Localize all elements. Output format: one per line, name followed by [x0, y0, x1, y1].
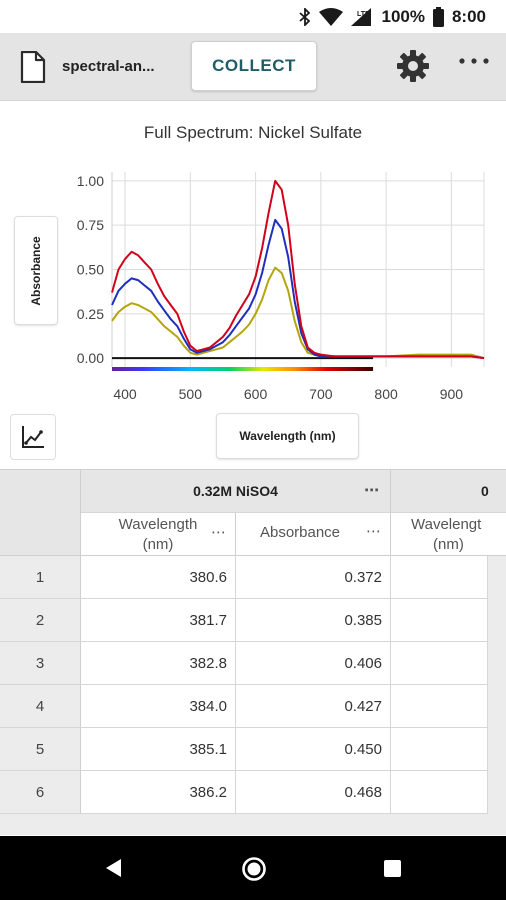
- column-header-wavelength[interactable]: Wavelength (nm) ⋯: [81, 513, 236, 556]
- data-set-menu-icon[interactable]: ⋯: [364, 482, 380, 499]
- column-label: Wavelengt: [411, 516, 482, 533]
- series-line: [111, 218, 485, 360]
- column-header-wavelength-2[interactable]: Wavelengt (nm): [391, 513, 506, 556]
- column-unit: (nm): [142, 536, 174, 553]
- y-axis-selector[interactable]: Absorbance: [14, 216, 58, 325]
- column-header-absorbance[interactable]: Absorbance ⋯: [236, 513, 391, 556]
- collect-button[interactable]: COLLECT: [191, 41, 317, 91]
- wavelength-cell[interactable]: 385.1: [81, 728, 236, 771]
- app-bar: spectral-an... COLLECT: [0, 33, 506, 101]
- bluetooth-icon: [299, 7, 311, 26]
- graph-tools-button[interactable]: [10, 414, 56, 460]
- wavelength-cell[interactable]: 381.7: [81, 599, 236, 642]
- chart-title: Full Spectrum: Nickel Sulfate: [143, 123, 363, 142]
- status-icons: LTE 100% 8:00: [299, 0, 486, 33]
- wavelength-cell-2[interactable]: [391, 642, 488, 685]
- row-number[interactable]: 2: [0, 599, 81, 642]
- wavelength-cell-2[interactable]: [391, 685, 488, 728]
- x-tick-label: 400: [113, 386, 137, 402]
- absorbance-cell[interactable]: 0.385: [236, 599, 391, 642]
- svg-text:LTE: LTE: [357, 11, 370, 18]
- clock: 8:00: [451, 6, 486, 26]
- row-number[interactable]: 3: [0, 642, 81, 685]
- data-set-header[interactable]: 0.32M NiSO4 ⋯: [81, 470, 391, 513]
- x-tick-label: 600: [244, 386, 268, 402]
- x-axis-selector[interactable]: Wavelength (nm): [216, 413, 359, 459]
- column-menu-icon[interactable]: ⋯: [211, 524, 227, 541]
- row-number[interactable]: 5: [0, 728, 81, 771]
- x-tick-label: 900: [440, 386, 464, 402]
- data-set-name: 0.32M NiSO4: [193, 483, 278, 499]
- wavelength-cell[interactable]: 380.6: [81, 556, 236, 599]
- table-corner: [0, 470, 81, 556]
- more-vert-icon[interactable]: [458, 57, 490, 65]
- absorbance-cell[interactable]: 0.406: [236, 642, 391, 685]
- recent-apps-icon[interactable]: [384, 860, 401, 877]
- x-tick-label: 700: [309, 386, 333, 402]
- wavelength-cell-2[interactable]: [391, 556, 488, 599]
- y-tick-label: 0.25: [77, 306, 104, 322]
- wifi-icon: [319, 7, 344, 26]
- x-tick-label: 500: [179, 386, 203, 402]
- spectrum-chart[interactable]: 400 500 600 700 800 900 0.00 0.25 0.50 0.75 1.00: [0, 101, 506, 468]
- y-tick-label: 0.50: [77, 262, 104, 278]
- absorbance-cell[interactable]: 0.468: [236, 771, 391, 814]
- absorbance-cell[interactable]: 0.427: [236, 685, 391, 728]
- column-label: Absorbance: [259, 524, 341, 541]
- column-menu-icon[interactable]: ⋯: [366, 523, 382, 540]
- x-tick-label: 800: [374, 386, 398, 402]
- visible-spectrum-bar: [112, 367, 374, 371]
- wavelength-cell[interactable]: 382.8: [81, 642, 236, 685]
- series-line: [111, 179, 485, 360]
- data-set-name-2: 0: [481, 483, 489, 499]
- y-tick-label: 1.00: [77, 173, 104, 189]
- navigation-bar: [0, 836, 506, 900]
- gear-icon[interactable]: [396, 49, 430, 83]
- row-number[interactable]: 6: [0, 771, 81, 814]
- wavelength-cell-2[interactable]: [391, 771, 488, 814]
- wavelength-cell[interactable]: 386.2: [81, 771, 236, 814]
- wavelength-cell-2[interactable]: [391, 599, 488, 642]
- data-set-header-2[interactable]: 0: [391, 470, 506, 513]
- absorbance-cell[interactable]: 0.450: [236, 728, 391, 771]
- absorbance-cell[interactable]: 0.372: [236, 556, 391, 599]
- battery-icon: [432, 6, 444, 27]
- row-number[interactable]: 1: [0, 556, 81, 599]
- y-tick-label: 0.75: [77, 217, 104, 233]
- back-icon[interactable]: [104, 858, 122, 878]
- wavelength-cell[interactable]: 384.0: [81, 685, 236, 728]
- status-bar: LTE 100% 8:00: [0, 0, 506, 33]
- cellular-icon: LTE: [351, 7, 372, 26]
- home-icon[interactable]: [241, 856, 267, 882]
- battery-percent: 100%: [381, 6, 425, 26]
- column-label: Wavelength: [118, 516, 198, 533]
- chart-area: Full Spectrum: Nickel Sulfate 400 500 600 7…: [0, 101, 506, 468]
- y-tick-label: 0.00: [77, 350, 104, 366]
- file-icon[interactable]: [20, 51, 46, 83]
- data-table: 0.32M NiSO4 ⋯ 0 Wavelength (nm) ⋯ Absorb…: [0, 469, 506, 835]
- y-axis-label: Absorbance: [29, 235, 43, 306]
- file-name[interactable]: spectral-an...: [62, 58, 155, 75]
- column-unit: (nm): [433, 536, 464, 553]
- graph-tools-icon: [22, 426, 44, 448]
- row-number[interactable]: 4: [0, 685, 81, 728]
- wavelength-cell-2[interactable]: [391, 728, 488, 771]
